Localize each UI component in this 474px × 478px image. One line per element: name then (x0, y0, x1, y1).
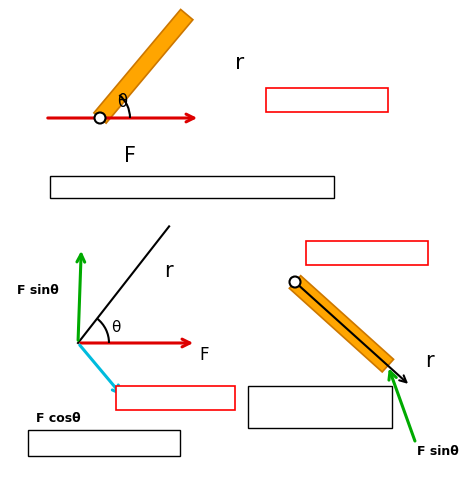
FancyBboxPatch shape (50, 176, 334, 198)
Text: F sinθ: F sinθ (417, 445, 459, 458)
Text: Physicsteacher.in: Physicsteacher.in (124, 393, 227, 403)
Text: Physicsteacher.in: Physicsteacher.in (316, 248, 418, 258)
Text: Physicsteacher.in: Physicsteacher.in (276, 95, 378, 105)
FancyBboxPatch shape (28, 430, 180, 456)
Text: θ: θ (117, 93, 127, 111)
Text: F sinθ is causing
rotation: F sinθ is causing rotation (272, 393, 369, 421)
Text: r: r (426, 351, 434, 370)
Text: r: r (236, 53, 245, 73)
Text: r: r (164, 261, 173, 281)
FancyBboxPatch shape (248, 386, 392, 428)
Circle shape (94, 112, 106, 123)
Text: F cosθ: F cosθ (36, 412, 80, 424)
FancyBboxPatch shape (266, 88, 388, 112)
Text: F: F (124, 146, 136, 166)
Text: F: F (199, 346, 209, 364)
Text: Force F makes an angle theta with the lever arm: Force F makes an angle theta with the le… (65, 182, 319, 192)
Circle shape (290, 276, 301, 287)
Text: F sinθ: F sinθ (17, 284, 59, 297)
Polygon shape (289, 276, 393, 372)
Polygon shape (94, 10, 193, 123)
FancyBboxPatch shape (116, 386, 235, 410)
Text: Resolution of F: Resolution of F (55, 436, 153, 449)
Text: θ: θ (111, 319, 121, 335)
FancyBboxPatch shape (306, 241, 428, 265)
